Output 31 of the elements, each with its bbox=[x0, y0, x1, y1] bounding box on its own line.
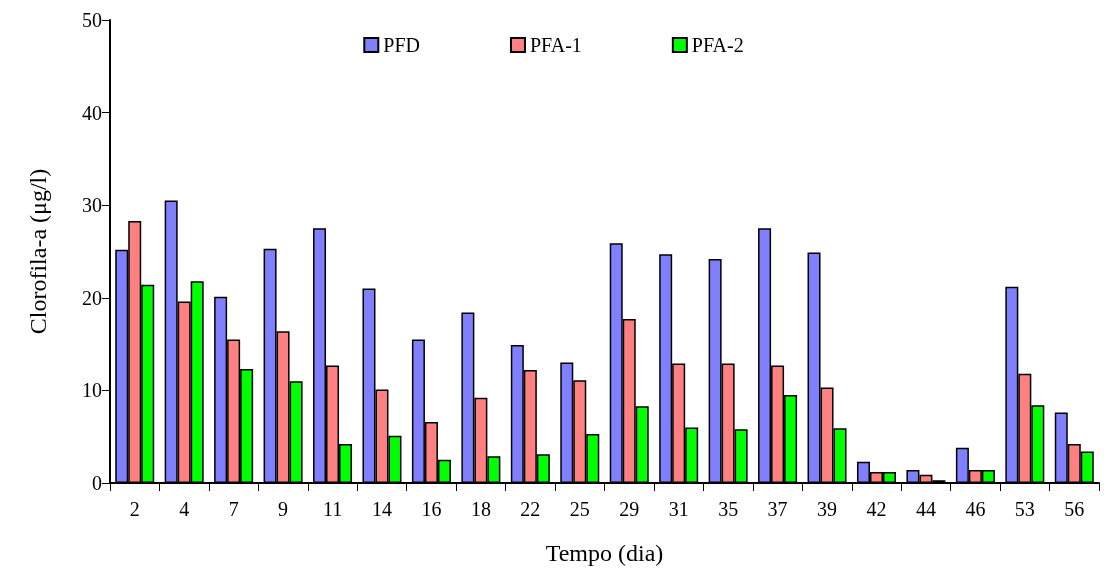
x-tick-label: 22 bbox=[520, 498, 541, 520]
x-tick-label: 46 bbox=[965, 498, 986, 520]
x-tick-label: 56 bbox=[1064, 498, 1085, 520]
x-tick-label: 37 bbox=[767, 498, 788, 520]
x-tick-label: 2 bbox=[129, 498, 140, 520]
x-tick-label: 31 bbox=[668, 498, 689, 520]
x-tick-label: 18 bbox=[470, 498, 491, 520]
x-tick-label: 9 bbox=[278, 498, 289, 520]
y-tick-label: 0 bbox=[92, 472, 102, 494]
x-tick-label: 53 bbox=[1014, 498, 1035, 520]
legend-label: PFD bbox=[383, 34, 420, 56]
x-tick-label: 4 bbox=[179, 498, 190, 520]
x-tick-label: 39 bbox=[817, 498, 838, 520]
x-tick-label: 29 bbox=[619, 498, 640, 520]
x-tick-label: 25 bbox=[569, 498, 590, 520]
x-tick-label: 14 bbox=[371, 498, 392, 520]
x-tick-label: 7 bbox=[228, 498, 239, 520]
x-tick-label: 11 bbox=[322, 498, 343, 520]
x-axis-title: Tempo (dia) bbox=[545, 540, 664, 566]
y-tick-label: 10 bbox=[82, 379, 102, 402]
legend-label: PFA-2 bbox=[691, 34, 744, 56]
x-tick-label: 42 bbox=[866, 498, 887, 520]
y-tick-label: 20 bbox=[82, 286, 102, 309]
y-tick-label: 30 bbox=[82, 194, 102, 217]
x-tick-label: 44 bbox=[915, 498, 936, 520]
x-tick-label: 35 bbox=[718, 498, 739, 520]
legend-label: PFA-1 bbox=[529, 34, 582, 56]
y-tick-label: 40 bbox=[82, 101, 102, 124]
x-tick-label: 16 bbox=[421, 498, 442, 520]
y-tick-label: 50 bbox=[82, 9, 102, 31]
y-axis-title: Clorofila-a (μg/l) bbox=[25, 168, 51, 335]
